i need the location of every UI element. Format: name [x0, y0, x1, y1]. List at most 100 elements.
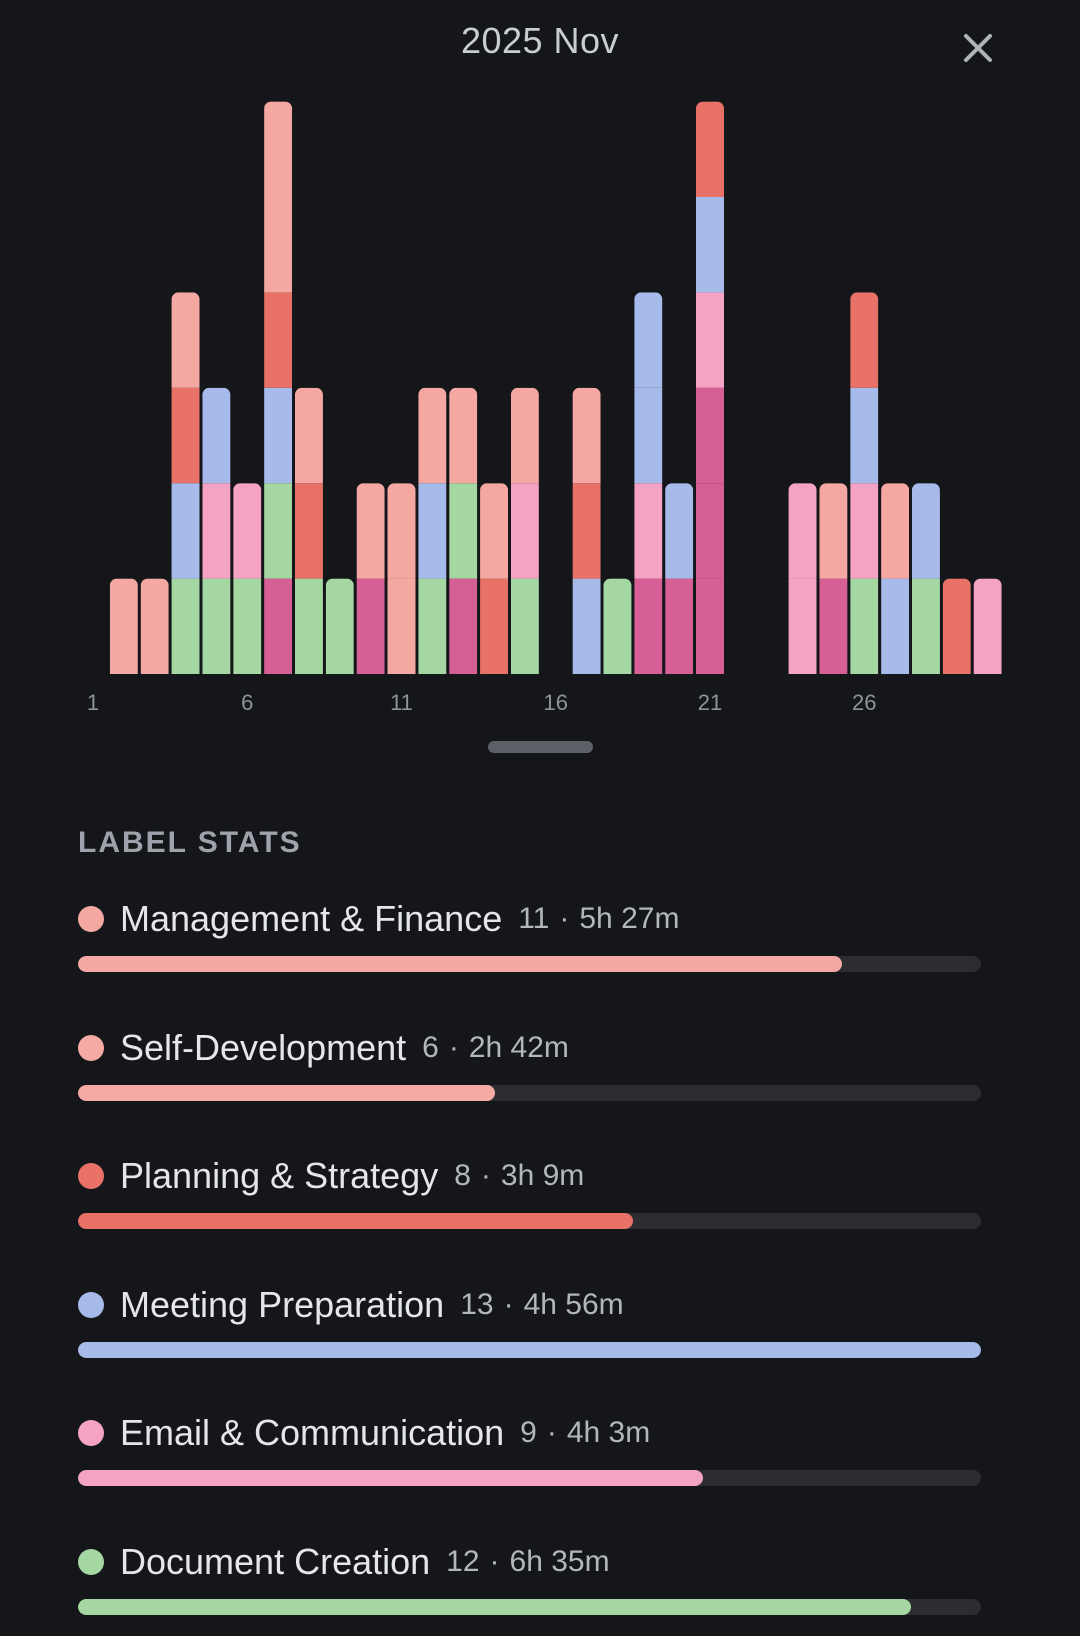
bar-segment — [942, 578, 971, 674]
bar-day-30[interactable] — [973, 578, 1002, 674]
bar-segment — [449, 578, 478, 674]
label-separator: · — [480, 1159, 491, 1192]
label-name: Planning & Strategy — [120, 1155, 439, 1196]
label-stat-item[interactable]: Planning & Strategy 8 · 3h 9m — [78, 1143, 981, 1272]
label-count: 13 — [460, 1287, 494, 1321]
label-stats-title: LABEL STATS — [78, 826, 302, 859]
bar-segment — [233, 483, 262, 579]
bar-day-12[interactable] — [418, 387, 447, 674]
bar-day-11[interactable] — [387, 483, 416, 674]
label-progress-fill — [78, 1470, 703, 1486]
bar-segment — [294, 483, 323, 579]
bar-day-14[interactable] — [480, 483, 509, 674]
label-color-dot — [78, 1163, 104, 1189]
x-tick-label: 26 — [852, 690, 876, 715]
bar-segment — [356, 578, 385, 674]
bar-day-21[interactable] — [696, 101, 724, 674]
bar-segment — [696, 101, 724, 197]
label-stat-row: Management & Finance 11 · 5h 27m — [78, 886, 981, 952]
x-tick-label: 11 — [390, 690, 413, 715]
close-button[interactable] — [958, 28, 998, 68]
bar-segment — [572, 387, 601, 484]
bar-day-24[interactable] — [788, 483, 817, 674]
bar-segment — [850, 387, 879, 484]
bar-segment — [510, 483, 539, 579]
label-stat-item[interactable]: Self-Development 6 · 2h 42m — [78, 1015, 981, 1144]
label-color-dot — [78, 906, 104, 932]
label-stat-item[interactable]: Management & Finance 11 · 5h 27m — [78, 886, 981, 1015]
label-stat-row: Document Creation 12 · 6h 35m — [78, 1529, 981, 1595]
bar-segment — [418, 483, 447, 579]
label-stat-item[interactable]: Meeting Preparation 13 · 4h 56m — [78, 1272, 981, 1401]
bar-day-9[interactable] — [325, 578, 354, 674]
bar-segment — [819, 578, 848, 674]
bar-day-3[interactable] — [140, 578, 169, 674]
chart-svg: 1 6 11 16 21 26 — [87, 101, 1002, 715]
label-stat-item[interactable]: Email & Communication 9 · 4h 3m — [78, 1400, 981, 1529]
close-icon — [964, 34, 992, 62]
bar-day-15[interactable] — [510, 387, 539, 674]
bar-day-4[interactable] — [171, 292, 200, 674]
bar-day-26[interactable] — [850, 292, 879, 674]
label-count: 9 — [520, 1416, 537, 1449]
x-tick-label: 1 — [87, 690, 99, 715]
bar-segment — [171, 483, 200, 579]
bar-segment — [850, 483, 879, 579]
label-duration: 2h 42m — [468, 1030, 569, 1064]
bar-segment — [665, 578, 694, 674]
bar-day-5[interactable] — [202, 387, 231, 674]
bar-day-29[interactable] — [942, 578, 971, 674]
bar-segment — [449, 483, 478, 579]
bar-day-6[interactable] — [233, 483, 262, 674]
bar-segment — [356, 483, 385, 579]
bar-day-13[interactable] — [449, 387, 478, 674]
bar-day-28[interactable] — [911, 483, 940, 674]
label-count: 8 — [454, 1159, 471, 1192]
bar-segment — [510, 387, 539, 484]
bar-segment — [418, 578, 447, 674]
bar-day-25[interactable] — [819, 483, 848, 674]
bar-day-10[interactable] — [356, 483, 385, 674]
x-tick-label: 16 — [544, 690, 568, 715]
bar-segment — [171, 292, 200, 388]
bar-segment — [911, 578, 940, 674]
bar-segment — [171, 578, 200, 674]
label-progress-fill — [78, 1213, 634, 1229]
bar-segment — [202, 483, 231, 579]
label-progress-track — [78, 956, 981, 972]
label-color-dot — [78, 1548, 104, 1575]
bar-day-7[interactable] — [264, 101, 293, 674]
bar-segment — [634, 387, 663, 484]
drag-handle[interactable] — [488, 741, 593, 753]
bar-segment — [819, 483, 848, 579]
label-name: Email & Communication — [120, 1412, 505, 1453]
label-progress-track — [78, 1341, 981, 1358]
label-color-dot — [78, 1420, 104, 1446]
bar-day-8[interactable] — [294, 387, 323, 674]
bar-day-2[interactable] — [109, 578, 138, 674]
bar-segment — [510, 578, 539, 674]
label-stat-row: Meeting Preparation 13 · 4h 56m — [78, 1272, 981, 1338]
label-stat-row: Email & Communication 9 · 4h 3m — [78, 1400, 981, 1466]
bar-segment — [665, 483, 694, 579]
bar-day-20[interactable] — [665, 483, 694, 674]
bar-day-17[interactable] — [572, 387, 601, 674]
label-stat-item[interactable]: Document Creation 12 · 6h 35m — [78, 1529, 981, 1636]
page-title: 2025 Nov — [460, 20, 620, 61]
bar-day-27[interactable] — [881, 483, 910, 674]
label-name: Self-Development — [120, 1026, 407, 1068]
label-name: Meeting Preparation — [120, 1283, 445, 1325]
bar-day-18[interactable] — [603, 578, 632, 674]
bar-segment — [264, 292, 293, 388]
bar-segment — [572, 578, 601, 674]
label-progress-fill — [78, 1341, 981, 1358]
bar-segment — [264, 578, 293, 674]
bar-day-19[interactable] — [634, 292, 663, 674]
daily-chart: 1 6 11 16 21 26 — [0, 90, 1080, 730]
bar-segment — [881, 578, 910, 674]
bar-segment — [850, 292, 879, 388]
bar-segment — [973, 578, 1002, 674]
bar-segment — [572, 483, 601, 579]
bar-segment — [634, 483, 663, 579]
